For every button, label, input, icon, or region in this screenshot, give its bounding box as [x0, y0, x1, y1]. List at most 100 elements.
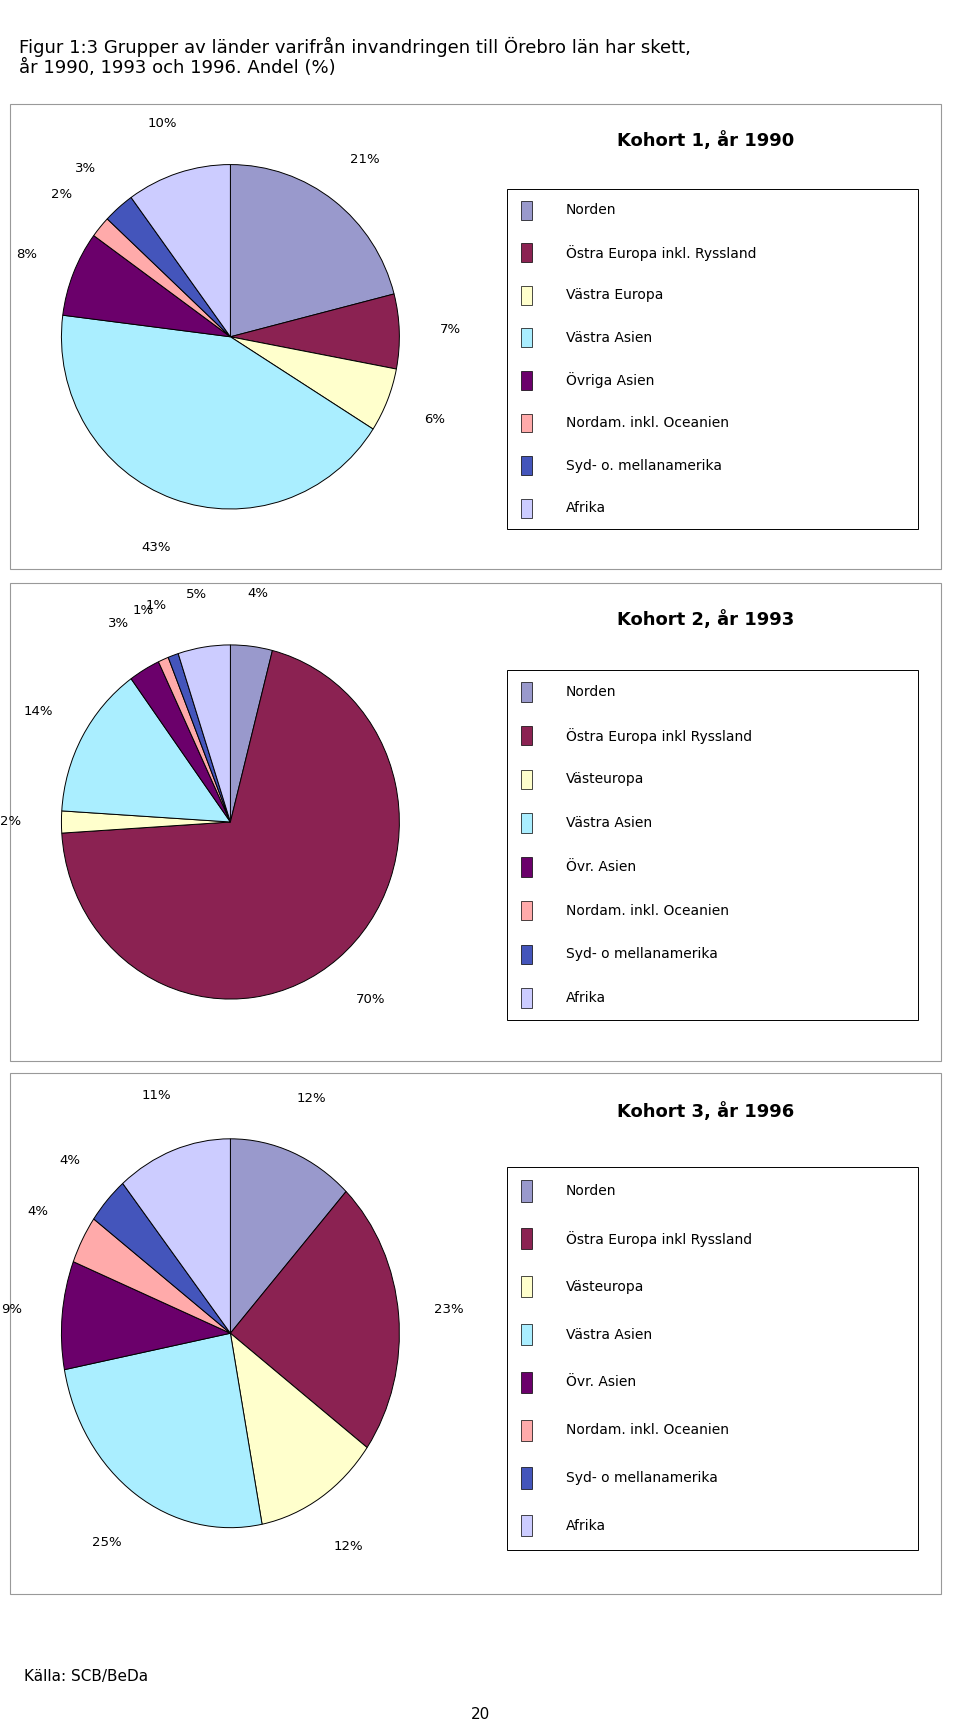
Text: Övriga Asien: Övriga Asien [565, 373, 654, 389]
Text: 1%: 1% [145, 599, 166, 611]
Text: 70%: 70% [355, 993, 385, 1005]
Text: 14%: 14% [23, 705, 53, 717]
FancyBboxPatch shape [520, 372, 532, 391]
Text: 25%: 25% [92, 1536, 122, 1549]
Text: 43%: 43% [141, 542, 171, 554]
FancyBboxPatch shape [520, 814, 532, 833]
FancyBboxPatch shape [520, 944, 532, 963]
Text: Norden: Norden [565, 686, 616, 700]
Wedge shape [64, 1333, 262, 1528]
Text: Östra Europa inkl Ryssland: Östra Europa inkl Ryssland [565, 1231, 752, 1246]
Wedge shape [94, 219, 230, 337]
Text: 8%: 8% [15, 248, 36, 260]
Wedge shape [61, 1262, 230, 1370]
FancyBboxPatch shape [507, 670, 918, 1019]
Wedge shape [132, 661, 230, 823]
Text: Nordam. inkl. Oceanien: Nordam. inkl. Oceanien [565, 417, 729, 431]
Text: Afrika: Afrika [565, 991, 606, 1005]
FancyBboxPatch shape [520, 413, 532, 432]
Text: Källa: SCB/BeDa: Källa: SCB/BeDa [24, 1668, 148, 1684]
Text: Nordam. inkl. Oceanien: Nordam. inkl. Oceanien [565, 1424, 729, 1437]
Text: 3%: 3% [75, 163, 96, 175]
FancyBboxPatch shape [520, 901, 532, 920]
Text: Övr. Asien: Övr. Asien [565, 1375, 636, 1389]
Text: 9%: 9% [1, 1304, 22, 1316]
Wedge shape [230, 293, 399, 370]
Text: 6%: 6% [424, 413, 445, 425]
Text: Figur 1:3 Grupper av länder varifrån invandringen till Örebro län har skett,: Figur 1:3 Grupper av länder varifrån inv… [19, 36, 691, 57]
Text: 1%: 1% [132, 604, 154, 618]
Text: Västeuropa: Västeuropa [565, 1279, 644, 1293]
Text: Västra Asien: Västra Asien [565, 1328, 652, 1342]
FancyBboxPatch shape [520, 988, 532, 1007]
Wedge shape [230, 644, 273, 823]
Text: Östra Europa inkl. Ryssland: Östra Europa inkl. Ryssland [565, 245, 756, 260]
Text: Övr. Asien: Övr. Asien [565, 859, 636, 873]
Text: Västra Asien: Västra Asien [565, 332, 652, 345]
FancyBboxPatch shape [520, 1467, 532, 1488]
Text: 23%: 23% [434, 1304, 464, 1316]
Wedge shape [123, 1139, 230, 1333]
Wedge shape [158, 658, 230, 823]
Text: Västeuropa: Västeuropa [565, 773, 644, 786]
Text: 20: 20 [470, 1706, 490, 1722]
Wedge shape [230, 165, 394, 337]
Text: 3%: 3% [108, 618, 130, 630]
Wedge shape [168, 653, 230, 823]
FancyBboxPatch shape [520, 858, 532, 877]
Text: 4%: 4% [248, 587, 269, 601]
FancyBboxPatch shape [520, 1371, 532, 1392]
Text: 12%: 12% [333, 1540, 363, 1554]
Text: 4%: 4% [28, 1205, 48, 1219]
Wedge shape [62, 236, 230, 337]
FancyBboxPatch shape [507, 189, 918, 529]
Text: Kohort 3, år 1996: Kohort 3, år 1996 [617, 1102, 794, 1121]
FancyBboxPatch shape [520, 769, 532, 790]
FancyBboxPatch shape [520, 682, 532, 701]
Wedge shape [61, 679, 230, 823]
Wedge shape [61, 811, 230, 833]
Text: Kohort 2, år 1993: Kohort 2, år 1993 [617, 611, 794, 630]
FancyBboxPatch shape [520, 286, 532, 306]
Wedge shape [61, 316, 373, 509]
Text: 11%: 11% [141, 1088, 171, 1102]
FancyBboxPatch shape [520, 1420, 532, 1441]
FancyBboxPatch shape [520, 1180, 532, 1201]
Wedge shape [230, 1191, 399, 1448]
FancyBboxPatch shape [520, 243, 532, 262]
Text: Norden: Norden [565, 1184, 616, 1198]
FancyBboxPatch shape [520, 726, 532, 745]
Text: 21%: 21% [350, 153, 380, 167]
Text: år 1990, 1993 och 1996. Andel (%): år 1990, 1993 och 1996. Andel (%) [19, 59, 336, 76]
FancyBboxPatch shape [507, 1167, 918, 1550]
FancyBboxPatch shape [520, 457, 532, 476]
FancyBboxPatch shape [520, 1516, 532, 1536]
FancyBboxPatch shape [520, 1229, 532, 1250]
Text: Västra Europa: Västra Europa [565, 288, 663, 302]
FancyBboxPatch shape [520, 1325, 532, 1345]
Wedge shape [108, 198, 230, 337]
FancyBboxPatch shape [520, 201, 532, 220]
Wedge shape [132, 165, 230, 337]
Wedge shape [230, 1333, 367, 1524]
Text: 4%: 4% [60, 1154, 81, 1167]
Wedge shape [230, 337, 396, 429]
Wedge shape [61, 651, 399, 998]
FancyBboxPatch shape [520, 498, 532, 517]
Text: Östra Europa inkl Ryssland: Östra Europa inkl Ryssland [565, 727, 752, 743]
FancyBboxPatch shape [520, 328, 532, 347]
Text: 2%: 2% [51, 187, 72, 201]
Text: Kohort 1, år 1990: Kohort 1, år 1990 [617, 130, 794, 149]
Text: Syd- o. mellanamerika: Syd- o. mellanamerika [565, 458, 722, 472]
Text: Syd- o mellanamerika: Syd- o mellanamerika [565, 948, 718, 962]
Wedge shape [179, 644, 230, 823]
Wedge shape [94, 1184, 230, 1333]
Text: 7%: 7% [440, 323, 461, 337]
Text: 12%: 12% [297, 1092, 326, 1104]
FancyBboxPatch shape [520, 1276, 532, 1297]
Text: Västra Asien: Västra Asien [565, 816, 652, 830]
Text: Syd- o mellanamerika: Syd- o mellanamerika [565, 1470, 718, 1484]
Text: 5%: 5% [185, 589, 206, 601]
Text: Afrika: Afrika [565, 1519, 606, 1533]
Text: 2%: 2% [0, 816, 21, 828]
